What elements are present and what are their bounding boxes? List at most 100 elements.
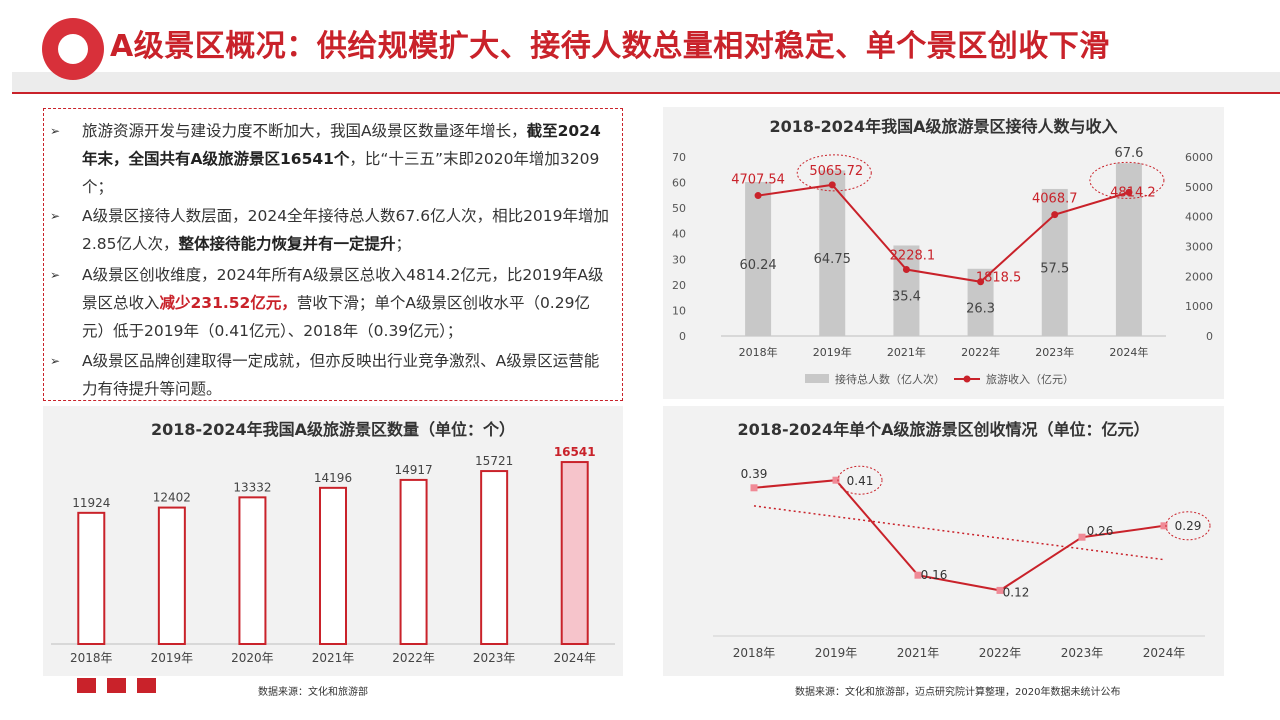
revenue-point-label: 4707.54 (731, 173, 785, 188)
revenue-point-label: 5065.72 (809, 164, 863, 179)
x-tick-label: 2024年 (553, 651, 596, 665)
footer-square (77, 678, 96, 693)
x-tick-label: 2022年 (979, 646, 1022, 660)
count-chart: 11924 12402 13332 14196 14917 15721 16541 2018年… (51, 445, 615, 665)
bullet-segment: 营收下滑；单个A级景区创收水平（0.29亿元）低于2019年（0.41亿元）、2… (82, 294, 590, 340)
revenue-point (1125, 188, 1133, 196)
persite-chart-panel (663, 406, 1224, 676)
y-left-tick-label: 60 (672, 177, 686, 190)
y-right-tick-label: 1000 (1185, 300, 1213, 313)
count-bar (399, 478, 428, 646)
revenue-line (757, 183, 1130, 283)
source-note-right: 数据来源：文化和旅游部，迈点研究院计算整理，2020年数据未统计公布 (795, 687, 1121, 698)
legend-bar-label: 接待总人数（亿人次） (835, 372, 945, 386)
count-bar-label: 15721 (475, 454, 513, 468)
persite-point (1160, 522, 1168, 530)
legend-line-label: 旅游收入（亿元） (986, 372, 1074, 386)
persite-point-label: 0.12 (1003, 585, 1030, 599)
x-tick-label: 2021年 (887, 345, 926, 359)
x-tick-label: 2023年 (1035, 345, 1074, 359)
persite-chart: 0.39 0.41 0.16 0.12 0.26 0.29 2018年 2019年 2021年 2… (713, 465, 1211, 660)
bullet-segment-highlight: 减少231.52亿元， (159, 294, 297, 312)
x-tick-label: 2023年 (1061, 646, 1104, 660)
summary-box (43, 108, 623, 401)
bullet-segment: ，比“十三五”末即2020年增加3209个； (82, 150, 600, 196)
persite-point-label: 0.16 (921, 568, 948, 582)
visitor-bar-label: 35.4 (892, 290, 921, 305)
count-bar-label: 13332 (233, 480, 271, 494)
revenue-point-label: 4068.7 (1032, 192, 1078, 207)
count-bar (480, 470, 509, 645)
count-chart-title: 2018-2024年我国A级旅游景区数量（单位：个） (150, 420, 516, 439)
x-tick-label: 2021年 (312, 651, 355, 665)
bullet-text: A级景区品牌创建取得一定成就，但亦反映出行业竞争激烈、A级景区运营能力有待提升等… (50, 347, 612, 403)
visitor-bar (745, 181, 772, 336)
visitor-bar (819, 170, 846, 336)
count-bar (77, 511, 106, 645)
x-tick-label: 2018年 (733, 646, 776, 660)
revenue-point-label: 4814.2 (1110, 185, 1156, 200)
x-tick-label: 2019年 (813, 345, 852, 359)
bullet-segment-bold: 截至2024年末，全国共有A级旅游景区16541个 (82, 122, 601, 168)
x-tick-label: 2018年 (70, 651, 113, 665)
count-bar-label: 14196 (314, 471, 352, 485)
persite-point (1078, 533, 1086, 541)
persite-point (750, 484, 758, 492)
bullet-item: ➢ 旅游资源开发与建设力度不断加大，我国A级景区数量逐年增长，截至2024年末，… (50, 117, 612, 201)
trendline (753, 505, 1165, 561)
y-left-tick-label: 20 (672, 279, 686, 292)
visitor-bar-label: 67.6 (1114, 146, 1143, 161)
visitors-chart: 0 10 20 30 40 50 60 70 0 1000 2000 3000 4000 5000 6000… (672, 146, 1213, 386)
bullet-arrow-icon: ➢ (50, 124, 61, 138)
y-right-tick-label: 3000 (1185, 241, 1213, 254)
visitor-bar-label: 26.3 (966, 301, 995, 316)
persite-point-label: 0.41 (847, 474, 874, 488)
count-bar-label: 12402 (153, 491, 191, 505)
y-right-tick-label: 6000 (1185, 151, 1213, 164)
revenue-point (828, 181, 836, 189)
bullet-segment-bold: 整体接待能力恢复并有一定提升 (178, 235, 396, 253)
revenue-point (754, 192, 762, 200)
header-band (12, 72, 1280, 93)
count-bar (238, 496, 267, 645)
footer-square (137, 678, 156, 693)
bullet-segment: A级景区品牌创建取得一定成就，但亦反映出行业竞争激烈、A级景区运营能力有待提升等… (82, 352, 600, 398)
bullet-text: 旅游资源开发与建设力度不断加大，我国A级景区数量逐年增长，截至2024年末，全国… (50, 117, 612, 201)
y-right-tick-label: 4000 (1185, 211, 1213, 224)
bullet-item: ➢ A级景区品牌创建取得一定成就，但亦反映出行业竞争激烈、A级景区运营能力有待提… (50, 347, 612, 403)
persite-point-label: 0.29 (1175, 519, 1202, 533)
x-tick-label: 2019年 (151, 651, 194, 665)
count-bar-label: 14917 (394, 463, 432, 477)
revenue-point (1051, 211, 1059, 219)
bullet-segment: A级景区接待人数层面，2024全年接待总人数67.6亿人次，相比2019年增加2… (82, 207, 610, 253)
revenue-point (977, 278, 985, 286)
bullet-text: A级景区创收维度，2024年所有A级景区总收入4814.2亿元，比2019年A级… (50, 261, 612, 345)
y-right-tick-label: 5000 (1185, 181, 1213, 194)
x-tick-label: 2022年 (961, 345, 1000, 359)
persite-line (753, 479, 1165, 592)
persite-point (832, 476, 840, 484)
count-bar (319, 486, 347, 646)
y-left-tick-label: 40 (672, 228, 686, 241)
x-tick-label: 2024年 (1109, 345, 1148, 359)
persite-point-label: 0.39 (741, 467, 768, 481)
highlight-ellipse (1089, 161, 1165, 199)
header-logo-circle-inner (58, 34, 88, 64)
persite-point (914, 571, 922, 579)
highlight-ellipse (1165, 511, 1211, 541)
bullet-segment: ； (395, 235, 412, 253)
legend-bar-swatch (805, 374, 829, 383)
count-bar (560, 461, 589, 646)
count-bar (157, 506, 186, 645)
revenue-point-label: 2228.1 (890, 249, 936, 264)
page-title: A级景区概况：供给规模扩大、接待人数总量相对稳定、单个景区创收下滑 (110, 29, 1110, 64)
visitor-bar-label: 57.5 (1040, 261, 1069, 276)
x-tick-label: 2024年 (1143, 646, 1186, 660)
bullet-arrow-icon: ➢ (50, 209, 61, 223)
highlight-ellipse (796, 154, 872, 192)
count-bar-label: 16541 (554, 445, 596, 459)
bullet-item: ➢ A级景区创收维度，2024年所有A级景区总收入4814.2亿元，比2019年… (50, 261, 612, 345)
x-tick-label: 2022年 (392, 651, 435, 665)
x-tick-label: 2020年 (231, 651, 274, 665)
y-left-tick-label: 0 (679, 330, 686, 343)
